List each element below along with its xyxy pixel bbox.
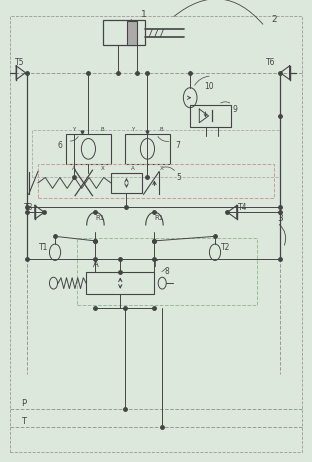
Text: T: T: [152, 261, 157, 269]
Text: R1: R1: [154, 215, 164, 221]
Text: B: B: [159, 127, 163, 132]
Text: 3: 3: [277, 213, 283, 223]
Text: Y: Y: [72, 127, 76, 132]
Bar: [38, 164, 274, 198]
Text: 10: 10: [204, 82, 214, 91]
Text: 8: 8: [164, 267, 169, 276]
Text: X: X: [101, 166, 105, 170]
Text: T1: T1: [39, 243, 49, 252]
Text: X: X: [160, 166, 164, 170]
Bar: [111, 173, 142, 193]
Bar: [32, 129, 280, 177]
Text: 6: 6: [57, 141, 62, 150]
Text: R1: R1: [95, 215, 105, 221]
Text: T5: T5: [15, 58, 24, 67]
Bar: [103, 20, 145, 45]
Text: T6: T6: [266, 58, 276, 67]
Text: T: T: [21, 417, 26, 426]
Text: T4: T4: [238, 203, 248, 212]
Text: A: A: [131, 166, 135, 170]
Text: 7: 7: [175, 141, 180, 150]
Text: A: A: [72, 166, 76, 170]
Bar: [77, 238, 257, 305]
Text: B: B: [100, 127, 104, 132]
Bar: [190, 104, 231, 127]
Text: 1: 1: [141, 11, 146, 19]
Bar: [125, 134, 170, 164]
Text: Y: Y: [131, 127, 135, 132]
Text: 5: 5: [177, 173, 182, 182]
Text: T3: T3: [24, 203, 33, 212]
Text: 2: 2: [271, 15, 277, 24]
Text: T2: T2: [221, 243, 231, 252]
Bar: [66, 134, 111, 164]
Bar: [127, 21, 137, 44]
Bar: [86, 272, 154, 294]
Text: 9: 9: [233, 104, 238, 114]
Text: P: P: [21, 399, 26, 407]
Text: A: A: [93, 261, 98, 269]
